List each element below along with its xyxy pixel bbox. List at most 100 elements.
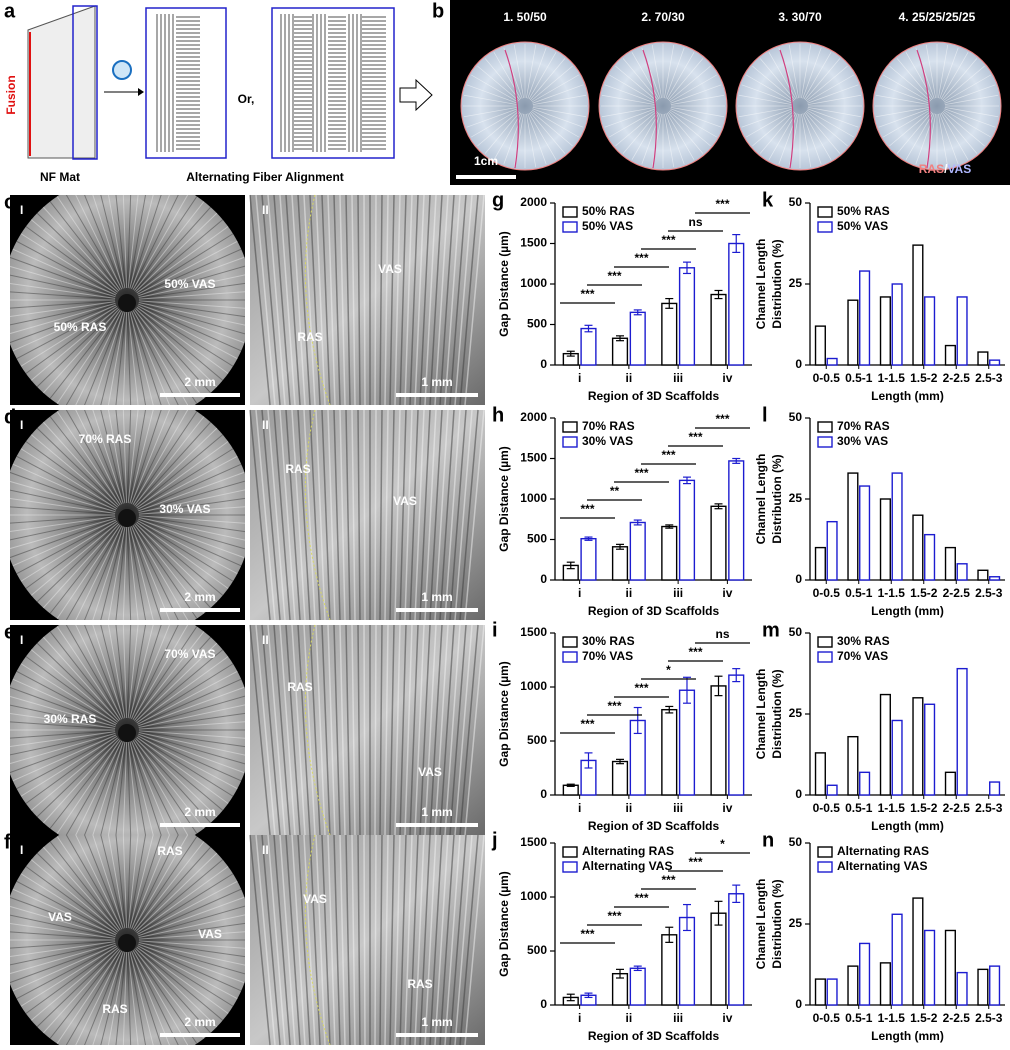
vas-label: VAS — [947, 162, 971, 176]
texture — [943, 74, 991, 103]
y-tick-label: 500 — [527, 317, 547, 331]
texture — [529, 111, 566, 154]
fiber — [10, 498, 116, 514]
numeral: II — [262, 633, 269, 647]
fiber — [100, 526, 125, 620]
fiber — [137, 305, 238, 360]
interface-line — [304, 834, 331, 1046]
texture — [875, 107, 930, 118]
fiber — [135, 522, 224, 596]
error-bar — [714, 675, 723, 697]
fiber — [419, 624, 431, 836]
error-bar — [665, 926, 674, 943]
fiber — [133, 739, 198, 834]
bar — [661, 525, 678, 581]
x-tick-label: 0.5-1 — [845, 586, 873, 600]
y-axis-label: Gap Distance (µm) — [497, 446, 511, 552]
fiber — [10, 291, 116, 300]
texture — [804, 58, 841, 101]
x-tick-label: 2.5-3 — [975, 586, 1003, 600]
fiber — [132, 310, 189, 405]
fiber-pattern — [294, 14, 312, 152]
panel-letter: g — [492, 189, 504, 211]
texture — [666, 112, 695, 160]
fiber — [249, 624, 271, 836]
error-bar — [682, 676, 691, 704]
fiber — [444, 409, 461, 621]
fiber — [134, 846, 212, 932]
y-tick-label: 2000 — [520, 410, 547, 424]
legend-swatch — [562, 861, 578, 873]
fiber — [399, 194, 407, 406]
y-tick-label: 1500 — [520, 835, 547, 849]
fiber — [30, 522, 119, 596]
fiber — [136, 520, 234, 582]
error-bar — [566, 350, 575, 357]
fiber — [137, 463, 242, 511]
legend-label: Alternating VAS — [837, 859, 927, 873]
bar — [891, 719, 903, 796]
error-bar — [616, 335, 625, 342]
fiber — [136, 873, 234, 935]
fiber — [133, 201, 205, 291]
texture — [807, 107, 862, 118]
fiber — [137, 945, 238, 1000]
fiber — [107, 835, 126, 929]
texture — [531, 74, 579, 103]
fiber — [134, 523, 212, 609]
texture — [807, 94, 862, 105]
fiber — [315, 624, 326, 836]
fiber — [389, 624, 395, 836]
y-tick-label: 500 — [527, 733, 547, 747]
texture — [804, 111, 841, 154]
bar — [956, 971, 968, 1006]
bar — [989, 359, 1001, 366]
fiber — [409, 834, 419, 1046]
fiber — [357, 409, 361, 621]
texture — [768, 52, 797, 100]
fiber — [10, 942, 116, 975]
fiber — [333, 409, 341, 621]
region-label: VAS — [48, 910, 72, 924]
y-axis-label: Distribution (%) — [770, 879, 784, 968]
legend-label: 30% RAS — [582, 634, 635, 648]
fiber — [249, 834, 271, 1046]
fiber — [130, 526, 162, 620]
fiber — [65, 740, 122, 835]
fiber — [92, 835, 124, 929]
fiber — [12, 304, 117, 352]
fiber — [133, 631, 205, 721]
y-axis-label: Channel Length — [754, 454, 768, 545]
fiber — [92, 311, 124, 405]
x-tick-label: 1-1.5 — [878, 801, 906, 815]
interface-line — [504, 49, 519, 169]
fiber — [130, 951, 162, 1045]
y-tick-label: 1000 — [520, 276, 547, 290]
scale-label: 2 mm — [184, 590, 215, 604]
y-tick-label: 0 — [540, 787, 547, 801]
scaffold-disc — [735, 41, 865, 171]
fiber — [10, 923, 116, 939]
fiber — [339, 194, 346, 406]
fiber — [429, 624, 443, 836]
fiber — [404, 834, 413, 1046]
fiber — [394, 194, 401, 406]
y-tick-label: 0 — [540, 997, 547, 1011]
fiber — [135, 522, 218, 603]
error-bar — [633, 965, 642, 972]
fiber — [131, 410, 179, 505]
fiber — [92, 526, 124, 620]
fiber — [399, 834, 407, 1046]
fiber — [137, 670, 238, 725]
fiber — [75, 950, 123, 1045]
fiber — [129, 526, 154, 620]
texture — [667, 111, 704, 154]
x-axis-label: Region of 3D Scaffolds — [588, 819, 720, 833]
fiber-pattern — [154, 14, 176, 152]
fiber — [100, 410, 125, 504]
bar — [879, 693, 891, 796]
fiber — [138, 931, 245, 940]
texture — [759, 111, 796, 154]
fiber — [126, 741, 132, 835]
fiber — [132, 835, 189, 930]
